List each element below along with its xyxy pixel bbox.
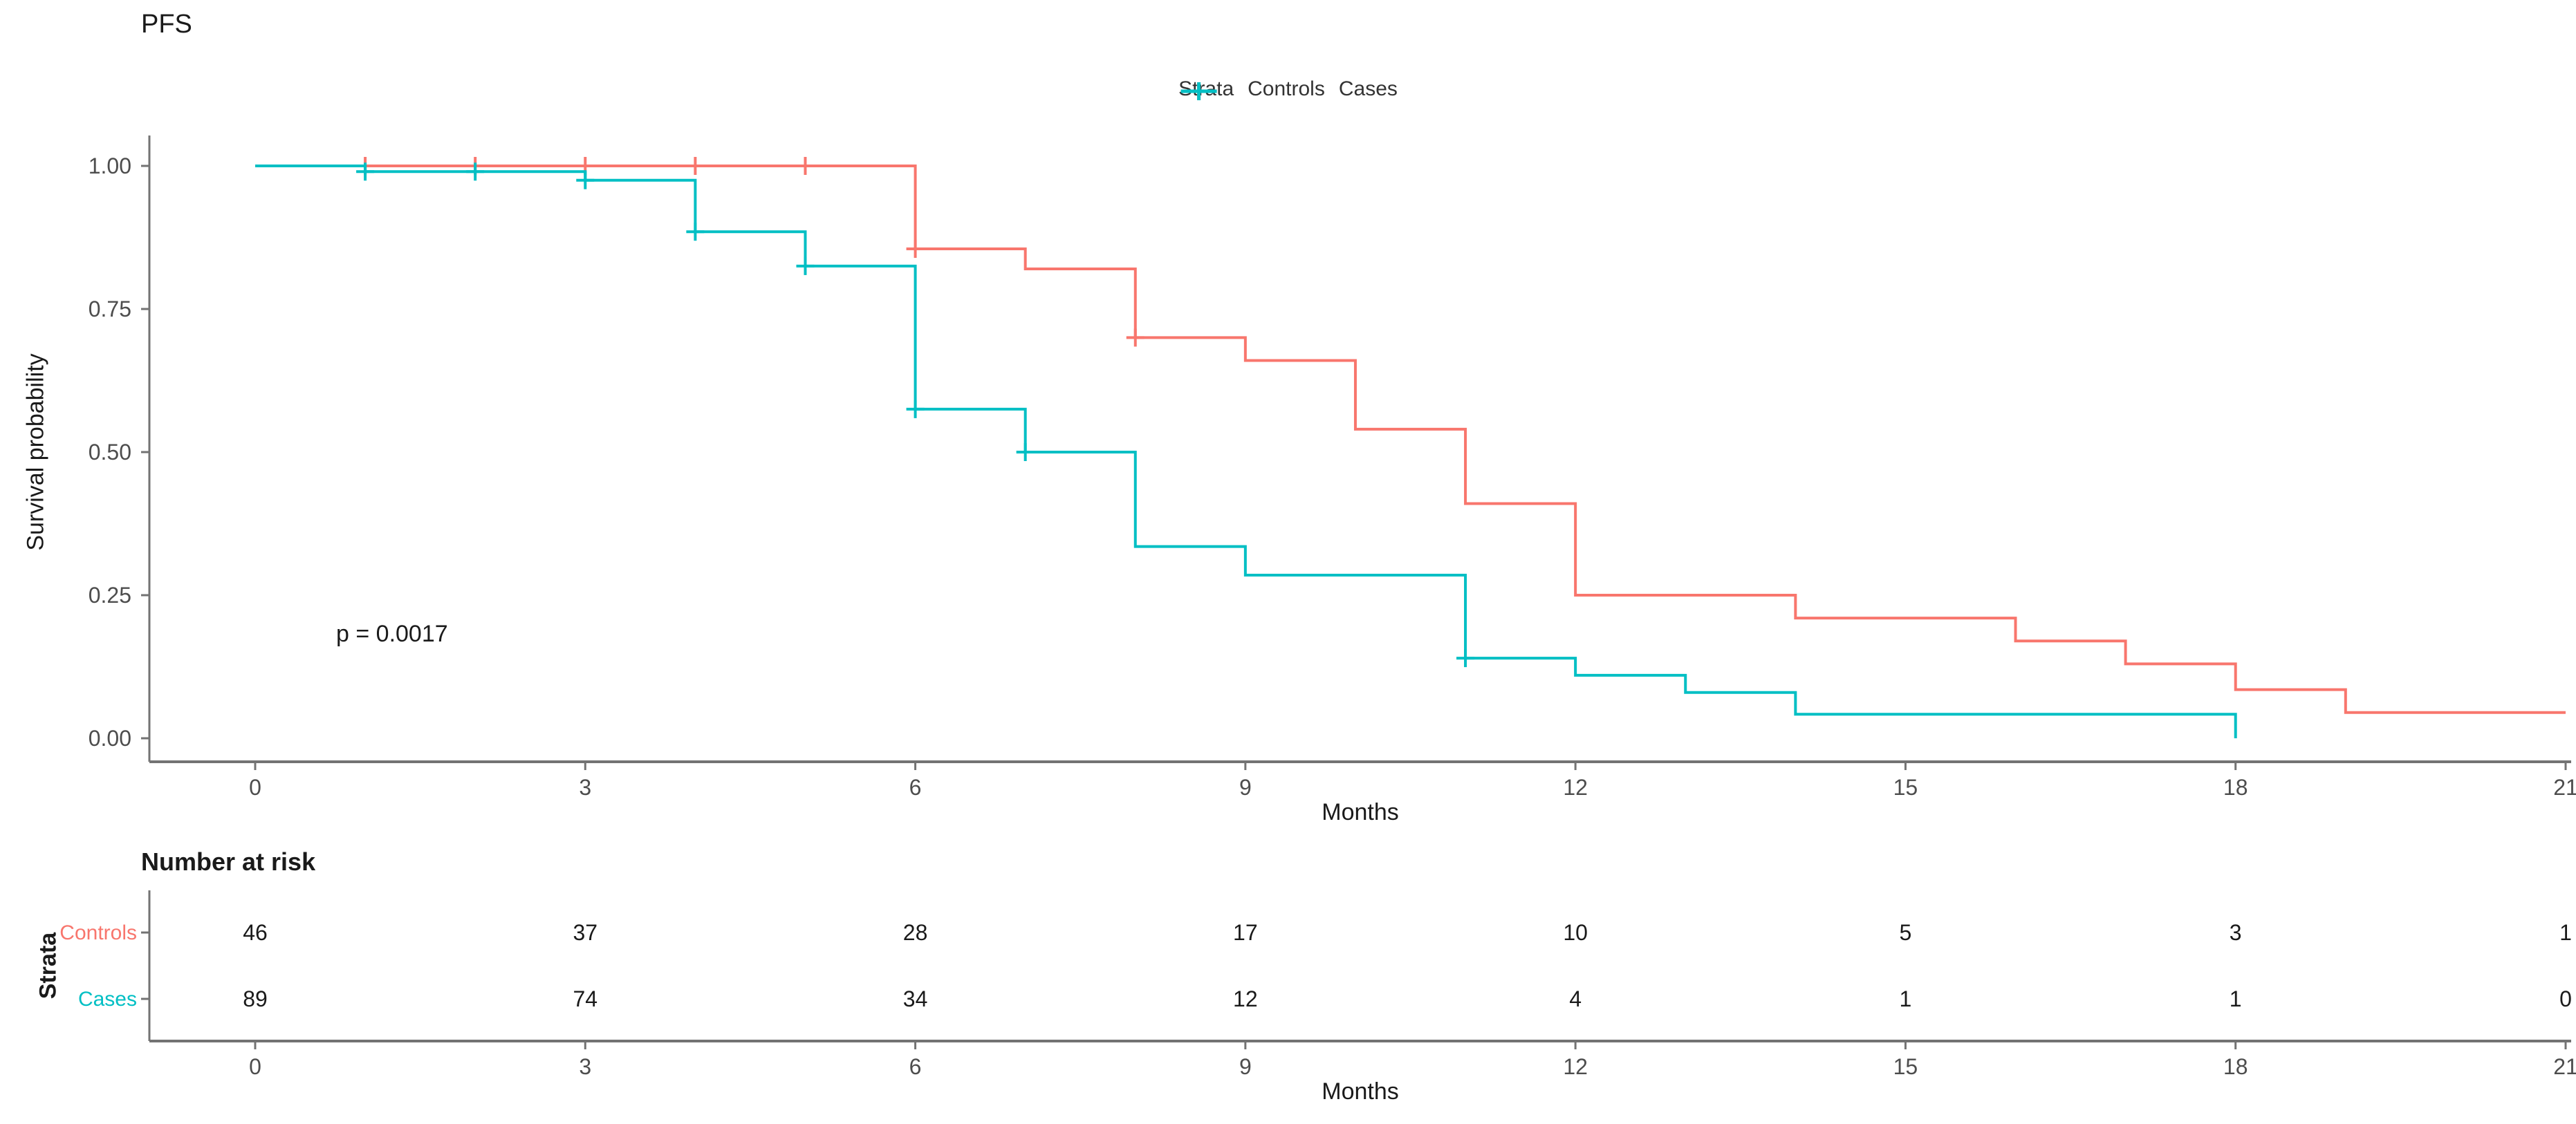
y-axis-title: Survival probability: [22, 353, 49, 551]
risk-count: 89: [243, 986, 268, 1011]
risk-table-x-axis-title: Months: [1322, 1078, 1399, 1105]
cases-survival-curve: [255, 165, 2237, 738]
legend-item-controls: Controls: [1180, 77, 1325, 101]
p-value-annotation: p = 0.0017: [336, 621, 448, 647]
y-tick-label: 0.00: [89, 726, 131, 751]
x-tick-label: 3: [579, 775, 591, 800]
controls-survival-curve: [255, 165, 2566, 714]
x-tick-label: 15: [1893, 775, 1918, 800]
risk-x-tick-label: 12: [1563, 1054, 1588, 1079]
risk-count: 28: [903, 920, 928, 945]
y-tick-label: 1.00: [89, 153, 131, 178]
x-tick-label: 12: [1563, 775, 1588, 800]
risk-x-tick-label: 21: [2553, 1054, 2576, 1079]
y-tick-label: 0.25: [89, 583, 131, 608]
risk-count: 5: [1900, 920, 1912, 945]
censor-plus-icon: [1180, 82, 1217, 100]
risk-table-title: Number at risk: [141, 847, 316, 876]
y-tick-label: 0.75: [89, 297, 131, 321]
legend-item-cases: Cases: [1180, 77, 1398, 101]
risk-count: 10: [1563, 920, 1588, 945]
risk-table-strata-axis-title: Strata: [35, 932, 62, 1000]
risk-x-tick-label: 6: [909, 1054, 922, 1079]
risk-count: 4: [1569, 986, 1582, 1011]
risk-count: 34: [903, 986, 928, 1011]
risk-count: 1: [2559, 920, 2572, 945]
x-tick-label: 6: [909, 775, 922, 800]
plot-title: PFS: [141, 10, 192, 39]
legend-items: Controls Cases: [1180, 77, 1398, 101]
x-tick-label: 21: [2553, 775, 2576, 800]
risk-row-label-controls: Controls: [59, 921, 137, 944]
y-tick-label: 0.50: [89, 440, 131, 465]
x-tick-label: 0: [249, 775, 261, 800]
legend: Strata Controls Cases: [1178, 77, 1398, 101]
risk-x-tick-label: 0: [249, 1054, 261, 1079]
risk-count: 3: [2230, 920, 2242, 945]
legend-label-controls: Controls: [1248, 77, 1325, 100]
risk-x-tick-label: 18: [2223, 1054, 2248, 1079]
x-tick-label: 9: [1239, 775, 1252, 800]
risk-count: 1: [1900, 986, 1912, 1011]
risk-count: 37: [573, 920, 597, 945]
risk-row-label-cases: Cases: [78, 988, 137, 1011]
risk-count: 1: [2230, 986, 2242, 1011]
risk-x-tick-label: 3: [579, 1054, 591, 1079]
x-axis-title: Months: [1322, 799, 1399, 825]
risk-x-tick-label: 15: [1893, 1054, 1918, 1079]
risk-count: 12: [1233, 986, 1258, 1011]
risk-count: 74: [573, 986, 597, 1011]
x-tick-label: 18: [2223, 775, 2248, 800]
risk-count: 46: [243, 920, 268, 945]
risk-count: 0: [2559, 986, 2572, 1011]
risk-x-tick-label: 9: [1239, 1054, 1252, 1079]
legend-title: Strata: [1178, 77, 1234, 100]
legend-label-cases: Cases: [1338, 77, 1398, 100]
risk-count: 17: [1233, 920, 1258, 945]
